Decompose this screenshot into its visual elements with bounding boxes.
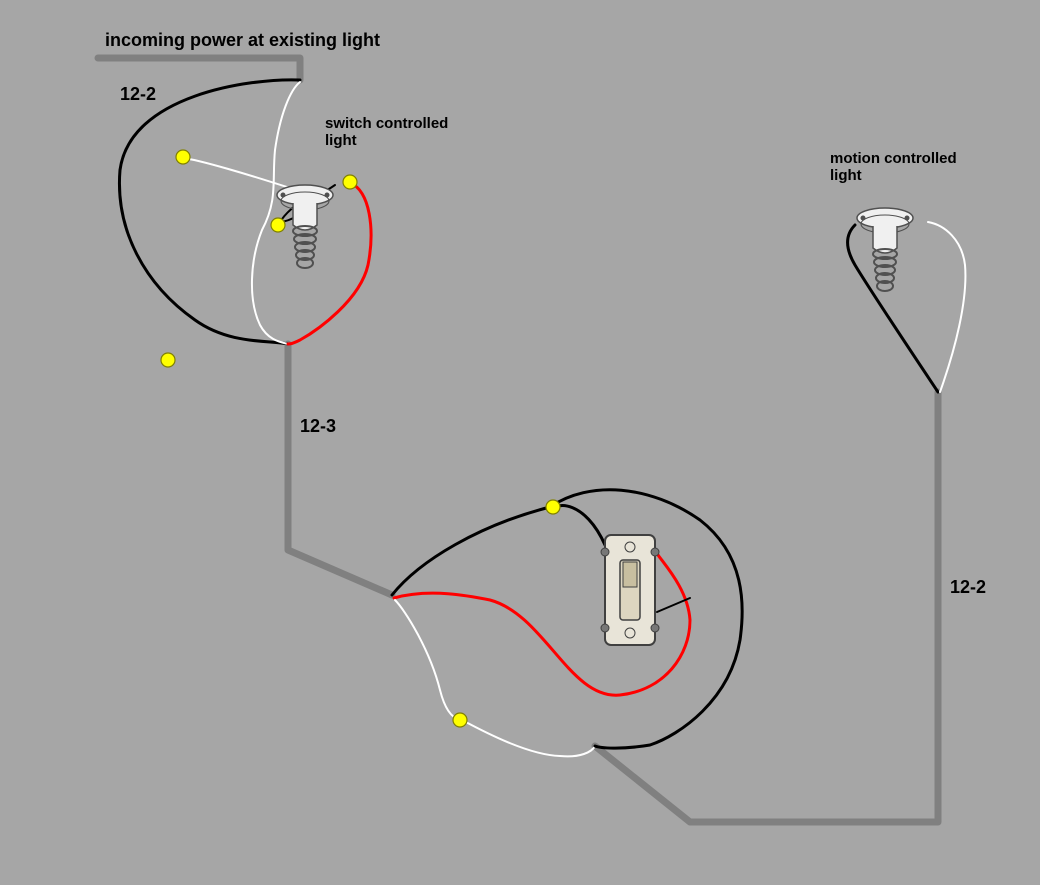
label-cable_in: 12-2 [120, 84, 156, 104]
canvas-background [0, 0, 1040, 885]
wire-nut-2 [343, 175, 357, 189]
wire-nut-3 [161, 353, 175, 367]
wire-nut-4 [546, 500, 560, 514]
wire-nut-0 [176, 150, 190, 164]
wire-nut-5 [453, 713, 467, 727]
wire-nut-1 [271, 218, 285, 232]
label-cable_mid: 12-3 [300, 416, 336, 436]
wall-switch [601, 535, 659, 645]
label-cable_right: 12-2 [950, 577, 986, 597]
label-title: incoming power at existing light [105, 30, 380, 50]
